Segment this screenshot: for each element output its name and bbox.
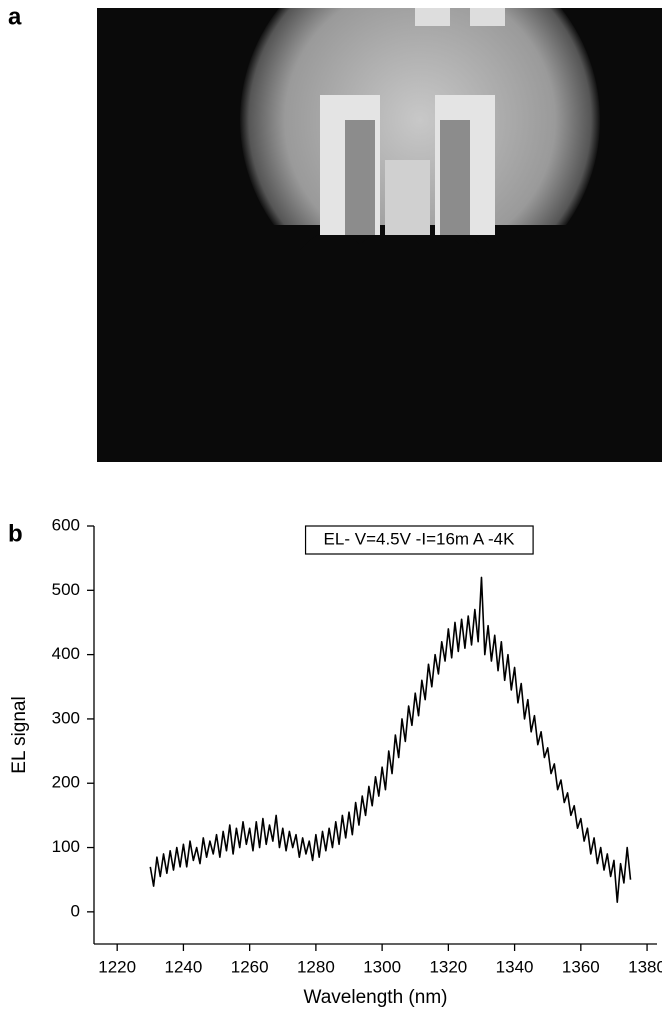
data-line [149,576,632,903]
x-tick-label: 1340 [496,957,534,976]
legend-box [304,525,534,555]
x-tick-label: 1220 [98,957,136,976]
x-tick-label: 1280 [297,957,335,976]
x-tick-label: 1240 [165,957,203,976]
x-tick-label: 1360 [562,957,600,976]
micrograph [97,8,662,462]
panel-label: a [8,3,22,30]
x-axis-title: Wavelength (nm) [304,987,448,1008]
y-tick-label: 200 [52,773,80,792]
y-tick-label: 300 [52,708,80,727]
panel-label: b [8,520,23,547]
y-tick-label: 500 [52,580,80,599]
x-tick-label: 1380 [628,957,662,976]
legend: EL- V=4.5V -I=16m A -4K [304,525,534,555]
x-tick-label: 1300 [363,957,401,976]
legend-label: EL- V=4.5V -I=16m A -4K [324,529,516,548]
y-tick-label: 100 [52,837,80,856]
y-axis-title: EL signal [9,696,30,773]
x-tick-label: 1320 [429,957,467,976]
y-tick-label: 0 [71,901,80,920]
plot: 0 100 200 300 400 500 600 1220 1240 1260 1280 1300 1… [9,515,662,1008]
y-tick-label: 400 [52,644,80,663]
y-tick-label: 600 [52,515,80,534]
x-tick-label: 1260 [231,957,269,976]
